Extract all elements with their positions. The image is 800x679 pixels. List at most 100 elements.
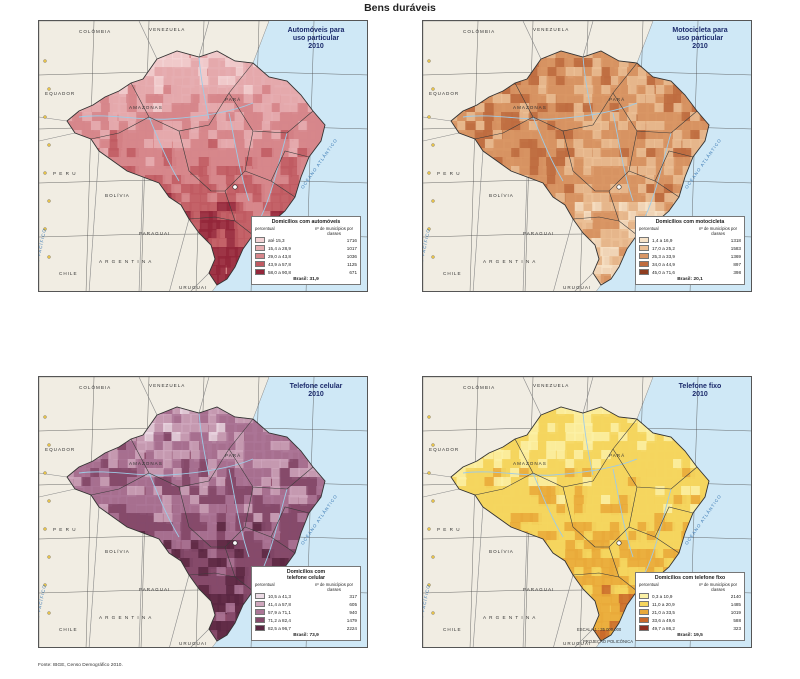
municipality-cell <box>91 495 103 507</box>
legend-count: 940 <box>349 609 357 615</box>
municipality-cell <box>172 112 186 124</box>
municipality-cell <box>573 477 586 487</box>
municipality-cell <box>565 85 577 97</box>
state-border <box>130 82 210 132</box>
municipality-cell <box>609 256 620 266</box>
map-panel-automoveis: COLÔMBIA VENEZUELA EQUADOR P E R U BOLÍVIA PA… <box>38 20 368 292</box>
municipality-cell <box>502 157 514 169</box>
municipality-cell <box>252 486 263 496</box>
municipality-cell <box>199 432 212 444</box>
municipality-cell <box>628 130 641 142</box>
municipality-cell <box>601 585 615 597</box>
municipality-cell <box>510 486 522 496</box>
legend-row: 43,9 a 57,8 1125 <box>255 260 357 268</box>
municipality-cell <box>190 139 203 151</box>
legend-swatch <box>255 261 265 267</box>
municipality-cell <box>466 112 476 124</box>
municipality-cell <box>619 193 631 205</box>
municipality-cell <box>628 148 641 160</box>
municipality-cell <box>654 513 668 523</box>
state-border <box>130 438 210 488</box>
municipality-cell <box>252 94 266 105</box>
place-label-peru: P E R U <box>53 527 77 532</box>
map-panel-telefone-celular: COLÔMBIA VENEZUELA EQUADOR P E R U BOLÍVIA PA… <box>38 376 368 648</box>
municipality-cell <box>636 148 647 158</box>
municipality-cell <box>235 76 246 87</box>
municipality-cell <box>190 531 200 543</box>
municipality-cell <box>153 58 164 68</box>
municipality-cell <box>135 166 145 176</box>
municipality-cell <box>189 202 202 212</box>
legend-header: percentual nº de municípios por classes <box>255 582 354 592</box>
municipality-cell <box>628 94 641 106</box>
place-label-paraguai: PARAGUAI <box>139 587 171 592</box>
legend-range: 71,2 a 82,4 <box>268 617 291 623</box>
municipality-cell <box>564 450 576 461</box>
municipality-cell <box>243 85 254 96</box>
municipality-cell <box>297 450 310 460</box>
municipality-cell <box>655 549 665 560</box>
municipality-cell <box>591 414 604 424</box>
municipality-cell <box>537 148 550 158</box>
frontier-line <box>198 377 210 414</box>
municipality-cell <box>619 477 631 489</box>
municipality-cell <box>190 94 204 106</box>
municipality-cell <box>591 594 602 604</box>
municipality-cell <box>199 76 210 88</box>
municipality-cell <box>502 148 514 160</box>
municipality-cell <box>600 148 612 158</box>
municipality-cell <box>672 85 686 96</box>
city-marker <box>427 171 431 175</box>
municipality-cell <box>226 549 238 561</box>
municipality-cell <box>609 459 622 469</box>
municipality-cell <box>225 166 238 177</box>
municipality-cell <box>262 130 274 142</box>
municipality-cell <box>519 504 530 514</box>
municipality-cell <box>118 513 131 525</box>
municipality-cell <box>547 513 558 525</box>
place-label-uruguai: URUGUAI <box>179 285 208 290</box>
municipality-cell <box>609 130 622 140</box>
municipality-cell <box>673 103 683 115</box>
legend-range: 1,4 a 16,9 <box>652 237 673 243</box>
municipality-cell <box>565 423 576 434</box>
municipality-cell <box>289 94 301 106</box>
municipality-cell <box>492 121 503 131</box>
municipality-cell <box>109 468 122 479</box>
municipality-cell <box>537 432 550 443</box>
municipality-cell <box>610 450 622 462</box>
municipality-cell <box>234 531 244 541</box>
municipality-cell <box>592 148 602 160</box>
municipality-cell <box>180 202 192 213</box>
municipality-cell <box>100 103 113 115</box>
municipality-cell <box>502 139 514 151</box>
legend-row: 34,0 a 44,9 897 <box>639 260 741 268</box>
municipality-cell <box>555 121 567 131</box>
municipality-cell <box>628 103 639 115</box>
municipality-cell <box>180 549 192 559</box>
municipality-cell <box>280 166 293 178</box>
municipality-cell <box>208 576 219 587</box>
municipality-cell <box>538 486 552 498</box>
municipality-cell <box>466 459 477 470</box>
municipality-cell <box>253 540 265 552</box>
municipality-cell <box>234 594 248 604</box>
municipality-cell <box>271 139 284 150</box>
municipality-cell <box>583 85 595 97</box>
municipality-cell <box>261 139 274 150</box>
city-marker <box>427 415 431 419</box>
meridian-line <box>85 377 95 647</box>
city-marker <box>43 527 47 531</box>
municipality-cell <box>564 504 577 515</box>
place-label-para: PARÁ <box>609 97 626 102</box>
municipality-cell <box>645 193 655 203</box>
municipality-cell <box>565 148 578 159</box>
state-border <box>90 116 150 140</box>
municipality-cell <box>556 51 568 60</box>
municipality-cell <box>699 121 709 131</box>
municipality-cell <box>181 121 195 133</box>
municipality-cell <box>600 459 614 470</box>
municipality-cell <box>261 432 274 442</box>
municipality-cell <box>574 202 585 214</box>
municipality-cell <box>511 166 521 177</box>
